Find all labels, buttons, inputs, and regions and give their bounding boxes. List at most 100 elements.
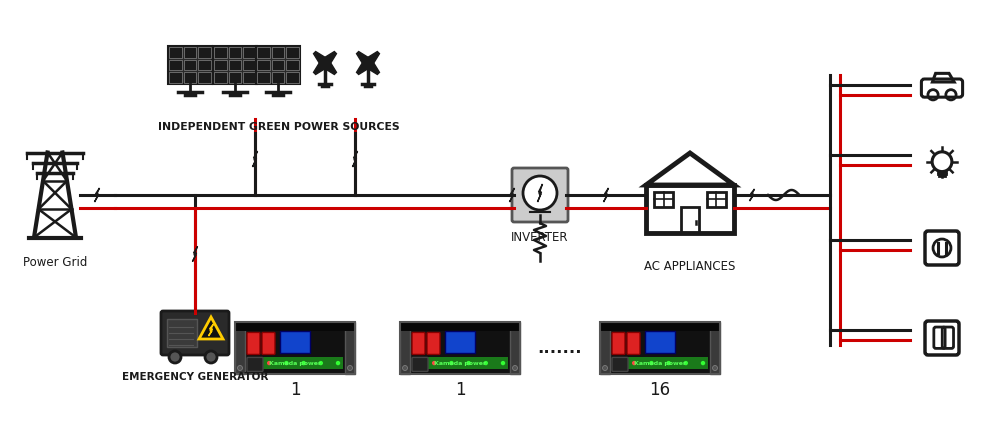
Circle shape: [238, 366, 242, 371]
Bar: [168, 46, 212, 84]
Bar: [600, 322, 720, 374]
Bar: [600, 322, 720, 331]
Circle shape: [602, 326, 608, 330]
FancyBboxPatch shape: [247, 333, 260, 354]
Circle shape: [512, 366, 518, 371]
Circle shape: [650, 362, 653, 365]
Circle shape: [416, 362, 418, 365]
Bar: [412, 357, 508, 369]
Bar: [184, 72, 196, 83]
Text: 16: 16: [649, 381, 671, 399]
Bar: [257, 59, 270, 70]
Bar: [400, 322, 520, 374]
Circle shape: [433, 362, 436, 365]
Polygon shape: [357, 59, 372, 74]
Text: INDEPENDENT GREEN POWER SOURCES: INDEPENDENT GREEN POWER SOURCES: [158, 122, 400, 132]
Text: Kamada power: Kamada power: [269, 360, 321, 366]
Bar: [612, 357, 708, 369]
FancyBboxPatch shape: [427, 333, 440, 354]
Bar: [645, 331, 675, 354]
Circle shape: [484, 362, 487, 365]
Bar: [646, 185, 734, 233]
Bar: [286, 47, 299, 58]
Circle shape: [348, 326, 352, 330]
Text: 1: 1: [290, 381, 300, 399]
Circle shape: [450, 362, 453, 365]
Bar: [600, 322, 720, 374]
Circle shape: [268, 362, 271, 365]
Circle shape: [467, 362, 470, 365]
Bar: [214, 72, 227, 83]
Bar: [243, 47, 256, 58]
Polygon shape: [314, 59, 329, 74]
Bar: [345, 322, 355, 374]
Bar: [235, 322, 355, 374]
FancyBboxPatch shape: [612, 333, 625, 354]
Polygon shape: [604, 188, 608, 202]
Bar: [169, 59, 182, 70]
Circle shape: [238, 326, 242, 330]
Circle shape: [712, 326, 718, 330]
FancyBboxPatch shape: [412, 357, 428, 372]
Bar: [257, 47, 270, 58]
FancyBboxPatch shape: [612, 357, 628, 372]
FancyBboxPatch shape: [161, 311, 229, 355]
Text: Power Grid: Power Grid: [23, 256, 87, 270]
Bar: [280, 331, 310, 354]
Bar: [247, 357, 343, 369]
Circle shape: [402, 326, 408, 330]
Circle shape: [364, 59, 372, 66]
Bar: [235, 322, 355, 331]
Bar: [229, 47, 241, 58]
FancyBboxPatch shape: [627, 333, 640, 354]
Bar: [169, 72, 182, 83]
Bar: [198, 59, 211, 70]
Circle shape: [336, 362, 340, 365]
Polygon shape: [208, 324, 214, 336]
Circle shape: [322, 59, 328, 66]
Polygon shape: [199, 317, 223, 339]
Circle shape: [684, 362, 687, 365]
Circle shape: [633, 362, 636, 365]
Bar: [184, 59, 196, 70]
Bar: [169, 47, 182, 58]
Bar: [243, 72, 256, 83]
Polygon shape: [314, 51, 329, 66]
Polygon shape: [192, 247, 198, 262]
Circle shape: [285, 362, 288, 365]
Bar: [272, 59, 284, 70]
Bar: [654, 192, 673, 207]
Bar: [400, 322, 520, 374]
Bar: [198, 72, 211, 83]
FancyBboxPatch shape: [262, 333, 275, 354]
Text: 1: 1: [455, 381, 465, 399]
Bar: [286, 72, 299, 83]
Circle shape: [512, 326, 518, 330]
Bar: [286, 59, 299, 70]
Circle shape: [205, 351, 217, 363]
Polygon shape: [252, 151, 258, 167]
Bar: [214, 47, 227, 58]
Text: AC APPLIANCES: AC APPLIANCES: [644, 261, 736, 273]
Text: .......: .......: [538, 339, 582, 357]
Text: INVERTER: INVERTER: [511, 231, 569, 244]
Bar: [167, 319, 197, 347]
Circle shape: [348, 366, 352, 371]
Circle shape: [502, 362, 505, 365]
Bar: [184, 47, 196, 58]
Text: Kamada power: Kamada power: [434, 360, 486, 366]
Polygon shape: [321, 59, 336, 74]
FancyBboxPatch shape: [412, 333, 425, 354]
Circle shape: [712, 366, 718, 371]
Bar: [600, 322, 610, 374]
Polygon shape: [750, 189, 755, 201]
Circle shape: [602, 366, 608, 371]
Bar: [229, 72, 241, 83]
Circle shape: [523, 176, 557, 210]
Circle shape: [319, 362, 322, 365]
Bar: [229, 59, 241, 70]
Circle shape: [169, 351, 181, 363]
Bar: [256, 46, 300, 84]
Bar: [400, 322, 410, 374]
Text: Kamada power: Kamada power: [634, 360, 686, 366]
